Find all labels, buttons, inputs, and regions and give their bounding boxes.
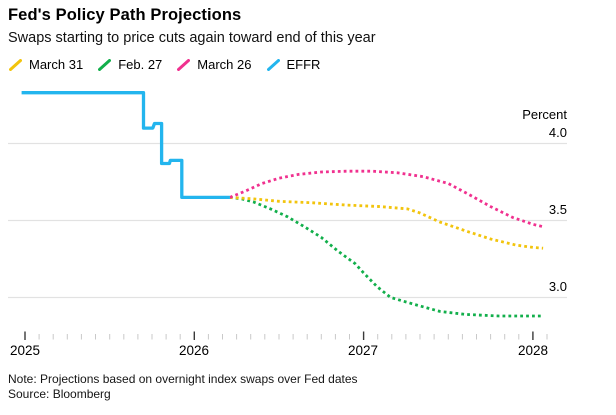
legend-item-march-31: March 31 bbox=[9, 57, 83, 72]
x-tick-label-2027: 2027 bbox=[347, 343, 379, 358]
legend-label: EFFR bbox=[286, 57, 321, 72]
footnote: Note: Projections based on overnight ind… bbox=[8, 372, 358, 401]
x-tick-label-2028: 2028 bbox=[517, 343, 549, 358]
x-tick-label-2025: 2025 bbox=[9, 343, 41, 358]
y-axis-unit-label: Percent bbox=[522, 107, 567, 122]
line-swatch-icon bbox=[177, 58, 191, 71]
line-swatch-icon bbox=[266, 58, 280, 71]
series-line-march-31 bbox=[229, 196, 544, 250]
footnote-note: Note: Projections based on overnight ind… bbox=[8, 372, 358, 386]
legend: March 31 Feb. 27 March 26 EFFR bbox=[9, 57, 320, 72]
legend-item-march-26: March 26 bbox=[177, 57, 252, 72]
legend-item-feb-27: Feb. 27 bbox=[98, 57, 162, 72]
legend-label: March 26 bbox=[197, 57, 252, 72]
series-line-effr bbox=[21, 91, 230, 200]
chart-subtitle: Swaps starting to price cuts again towar… bbox=[8, 30, 376, 46]
footnote-source: Source: Bloomberg bbox=[8, 386, 111, 401]
legend-label: March 31 bbox=[29, 57, 84, 72]
line-swatch-icon bbox=[9, 58, 22, 71]
x-tick-label-2026: 2026 bbox=[178, 343, 210, 358]
y-tick-label-3-0: 3.0 bbox=[548, 279, 567, 294]
chart-title: Fed's Policy Path Projections bbox=[8, 6, 242, 24]
line-swatch-icon bbox=[98, 58, 112, 71]
series-line-march-26 bbox=[229, 169, 544, 229]
y-tick-label-4-0: 4.0 bbox=[548, 125, 567, 140]
series-line-feb-27 bbox=[229, 196, 544, 318]
legend-label: Feb. 27 bbox=[118, 57, 163, 72]
legend-item-effr: EFFR bbox=[266, 57, 321, 72]
y-tick-label-3-5: 3.5 bbox=[548, 202, 567, 217]
